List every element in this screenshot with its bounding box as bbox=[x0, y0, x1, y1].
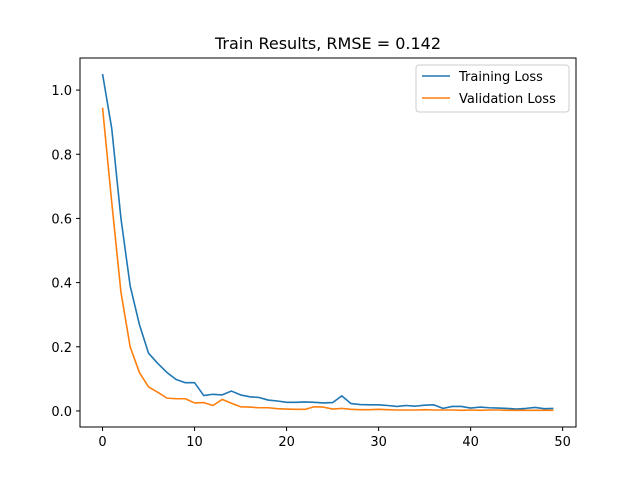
y-tick-label: 0.6 bbox=[51, 212, 72, 227]
legend-label: Validation Loss bbox=[459, 92, 556, 107]
series-layer bbox=[101, 73, 554, 412]
plot-area bbox=[79, 57, 577, 428]
legend-label: Training Loss bbox=[458, 70, 543, 85]
x-axis: 0 10 20 30 40 50 bbox=[98, 427, 571, 450]
series-line-validation-loss bbox=[101, 107, 554, 412]
x-tick-label: 20 bbox=[278, 435, 295, 450]
x-tick-label: 40 bbox=[462, 435, 479, 450]
x-tick-label: 50 bbox=[554, 435, 571, 450]
y-tick-label: 1.0 bbox=[51, 84, 72, 99]
y-tick-label: 0.8 bbox=[51, 148, 72, 163]
chart-title: Train Results, RMSE = 0.142 bbox=[214, 34, 441, 53]
plot-frame bbox=[79, 57, 577, 428]
legend-box bbox=[415, 64, 570, 113]
y-tick-label: 0.2 bbox=[51, 341, 72, 356]
y-axis: 0.0 0.2 0.4 0.6 0.8 1.0 bbox=[51, 84, 80, 420]
x-tick-label: 10 bbox=[186, 435, 203, 450]
y-tick-label: 0.0 bbox=[51, 405, 72, 420]
x-tick-label: 30 bbox=[370, 435, 387, 450]
x-tick-label: 0 bbox=[98, 435, 106, 450]
y-tick-label: 0.4 bbox=[51, 277, 72, 292]
legend: Training Loss Validation Loss bbox=[415, 64, 570, 113]
series-line-training-loss bbox=[101, 73, 554, 410]
